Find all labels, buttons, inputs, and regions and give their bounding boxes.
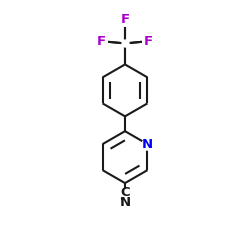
Text: C: C — [120, 186, 130, 200]
Text: F: F — [120, 13, 130, 26]
Text: N: N — [120, 196, 130, 209]
Text: F: F — [97, 35, 106, 48]
Text: F: F — [144, 35, 153, 48]
Text: N: N — [142, 138, 153, 151]
